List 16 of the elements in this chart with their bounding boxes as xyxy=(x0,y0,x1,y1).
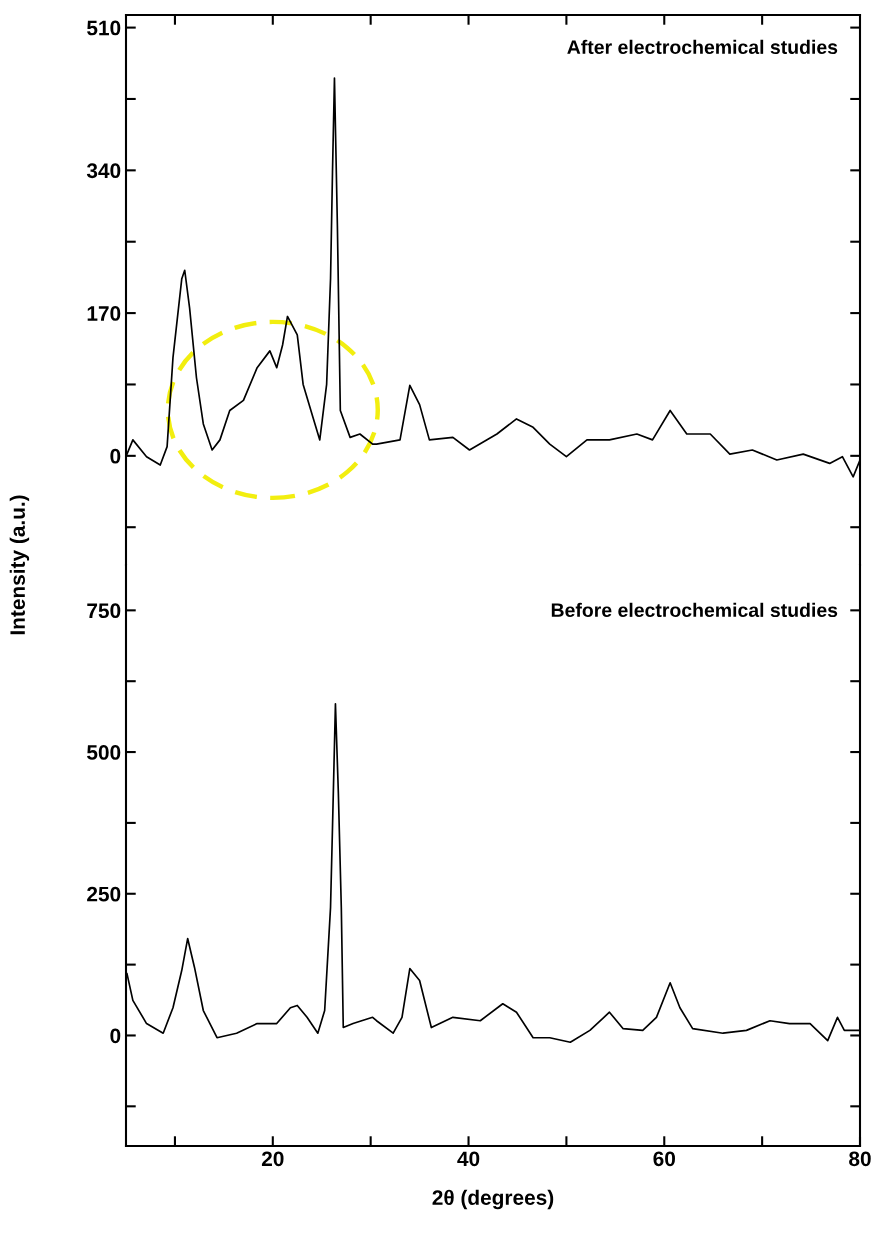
x-tick-label: 40 xyxy=(457,1151,480,1167)
y-tick-label: 170 xyxy=(87,306,121,321)
y-tick-label: 750 xyxy=(87,603,121,619)
y-tick-label: 0 xyxy=(110,1028,121,1044)
y-axis-title: Intensity (a.u.) xyxy=(9,495,30,635)
text: After electrochemical studies xyxy=(567,39,838,55)
y-tick-label: 0 xyxy=(110,448,121,464)
y-tick-label: 500 xyxy=(87,745,121,760)
y-tick-label: 250 xyxy=(87,886,121,902)
x-axis-title: 2θ (degrees) xyxy=(432,1189,554,1210)
x-tick-label: 60 xyxy=(653,1151,675,1167)
x-tick-label: 80 xyxy=(849,1151,871,1167)
y-tick-label: 340 xyxy=(86,163,121,179)
y-tick-label: 510 xyxy=(87,20,121,36)
text: Before electrochemical studies xyxy=(551,602,838,618)
x-tick-label: 20 xyxy=(261,1151,284,1167)
